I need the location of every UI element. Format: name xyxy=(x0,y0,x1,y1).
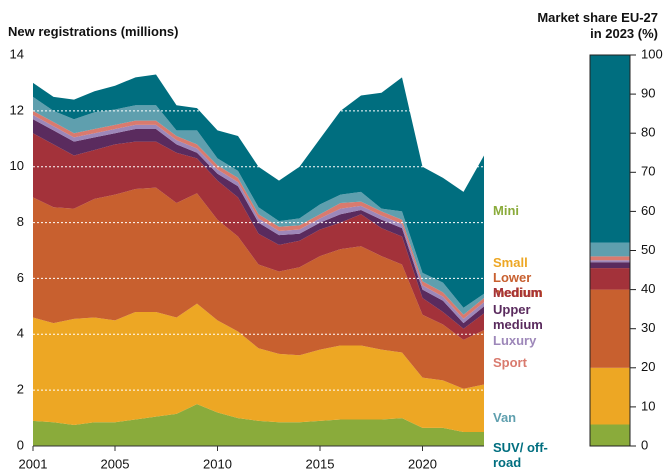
area xyxy=(33,119,484,329)
y-tick-label: 40 xyxy=(641,281,655,296)
y-tick-label: 12 xyxy=(10,102,24,117)
x-tick-label: 2010 xyxy=(203,456,232,471)
y-tick-label: 80 xyxy=(641,125,655,140)
y-tick-label: 8 xyxy=(17,214,24,229)
legend-label: Van xyxy=(493,410,517,425)
y-tick-label: 6 xyxy=(17,270,24,285)
x-tick-label: 2005 xyxy=(101,456,130,471)
bar-segment xyxy=(590,55,630,243)
y-tick-label: 20 xyxy=(641,359,655,374)
y-tick-label: 30 xyxy=(641,320,655,335)
y-tick-label: 10 xyxy=(641,398,655,413)
area xyxy=(33,74,484,308)
legend-label: Upper medium xyxy=(493,302,543,332)
bar-segment xyxy=(590,260,630,263)
legend-label: Lower medium xyxy=(493,270,543,300)
y-tick-label: 50 xyxy=(641,242,655,257)
share-title: Market share EU-27 in 2023 (%) xyxy=(537,10,658,42)
chart-title: New registrations (millions) xyxy=(8,24,179,39)
bar-segment xyxy=(590,289,630,368)
legend-label: Luxury xyxy=(493,333,537,348)
legend-label: Small xyxy=(493,255,528,270)
y-tick-label: 70 xyxy=(641,164,655,179)
y-tick-label: 4 xyxy=(17,326,24,341)
x-tick-label: 2020 xyxy=(408,456,437,471)
y-tick-label: 100 xyxy=(641,46,663,61)
legend-label: Mini xyxy=(493,203,519,218)
legend-label: Sport xyxy=(493,355,527,370)
x-tick-label: 2001 xyxy=(19,456,48,471)
area xyxy=(33,187,484,389)
area xyxy=(33,133,484,340)
bar-segment xyxy=(590,256,630,261)
bar-segment xyxy=(590,268,630,290)
y-tick-label: 90 xyxy=(641,86,655,101)
area xyxy=(33,110,484,319)
area xyxy=(33,404,484,446)
share-title-line: Market share EU-27 xyxy=(537,10,658,25)
y-tick-label: 60 xyxy=(641,203,655,218)
y-tick-label: 0 xyxy=(17,437,24,452)
y-tick-label: 0 xyxy=(641,437,648,452)
y-tick-label: 14 xyxy=(10,46,24,61)
legend-label: Medium xyxy=(493,285,543,300)
area xyxy=(33,303,484,433)
x-tick-label: 2015 xyxy=(306,456,335,471)
bar-segment xyxy=(590,262,630,269)
y-tick-label: 2 xyxy=(17,382,24,397)
legend-label: SUV/ off-road xyxy=(493,440,548,470)
y-tick-label: 10 xyxy=(10,158,24,173)
area xyxy=(33,115,484,324)
share-title-line: in 2023 (%) xyxy=(590,26,658,41)
bar-segment xyxy=(590,424,630,446)
bar-segment xyxy=(590,242,630,257)
bar-segment xyxy=(590,367,630,425)
area xyxy=(33,96,484,315)
